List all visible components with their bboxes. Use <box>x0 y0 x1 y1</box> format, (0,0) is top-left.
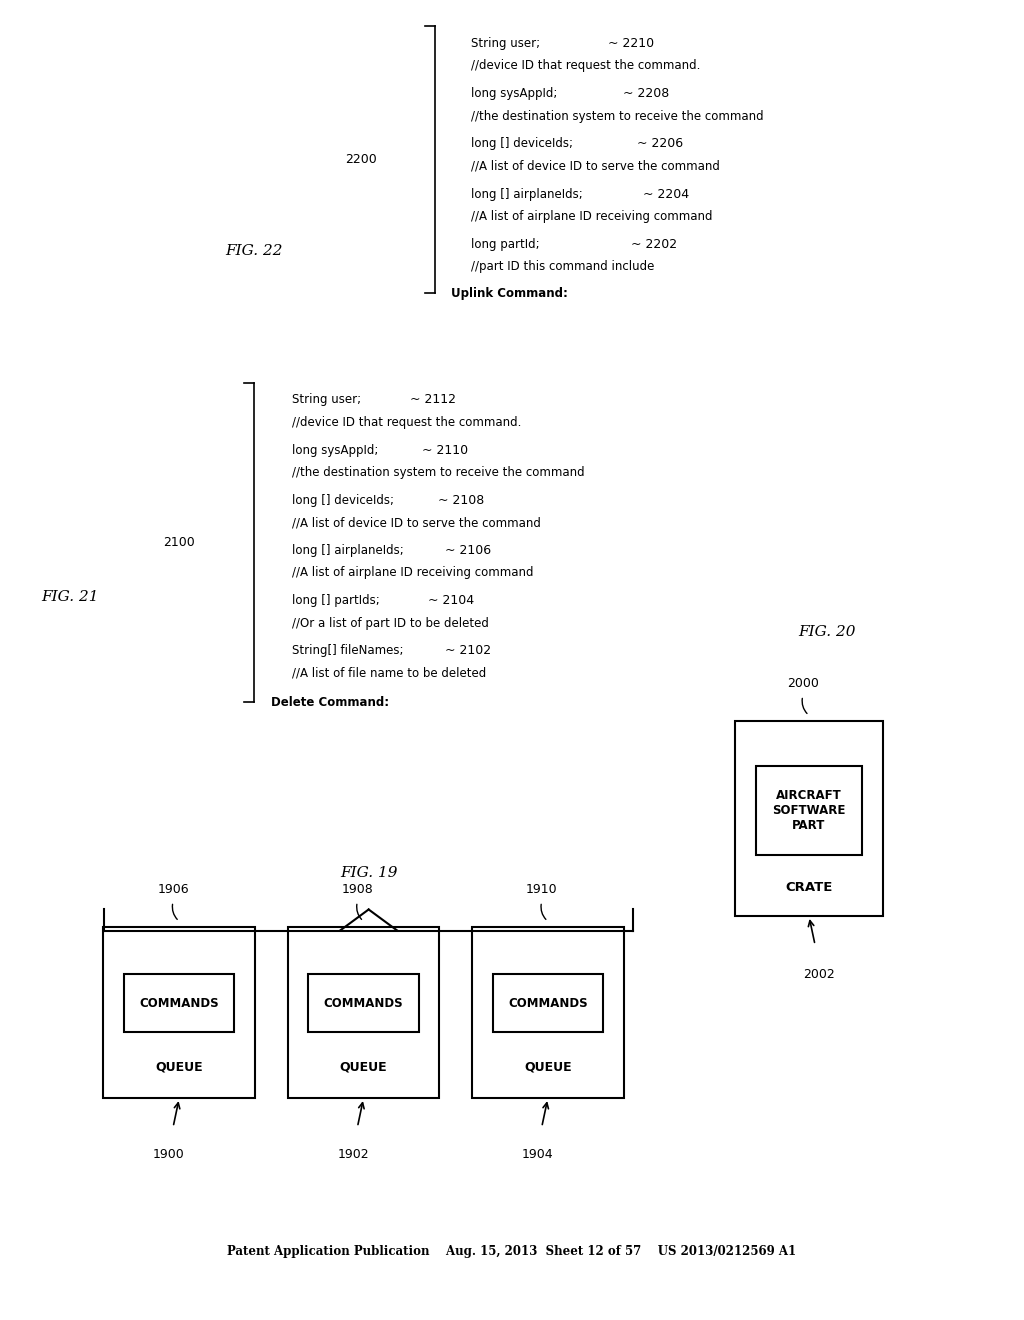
FancyBboxPatch shape <box>288 927 439 1098</box>
Text: COMMANDS: COMMANDS <box>508 997 588 1010</box>
Text: long sysAppId;: long sysAppId; <box>471 87 557 100</box>
Text: ~ 2206: ~ 2206 <box>637 137 683 150</box>
Text: ~ 2102: ~ 2102 <box>445 644 492 657</box>
Text: QUEUE: QUEUE <box>156 1060 203 1073</box>
Text: //part ID this command include: //part ID this command include <box>471 260 654 273</box>
Text: 1904: 1904 <box>522 1148 553 1162</box>
Text: 1906: 1906 <box>158 883 188 896</box>
Text: ~ 2106: ~ 2106 <box>445 544 492 557</box>
Text: Delete Command:: Delete Command: <box>271 696 389 709</box>
Text: 2100: 2100 <box>163 536 195 549</box>
Text: String user;: String user; <box>471 37 541 50</box>
Text: //the destination system to receive the command: //the destination system to receive the … <box>292 466 585 479</box>
Text: ~ 2210: ~ 2210 <box>608 37 654 50</box>
FancyBboxPatch shape <box>472 927 624 1098</box>
Text: long partId;: long partId; <box>471 238 540 251</box>
Text: ~ 2108: ~ 2108 <box>438 494 484 507</box>
Text: AIRCRAFT
SOFTWARE
PART: AIRCRAFT SOFTWARE PART <box>772 789 846 832</box>
Text: FIG. 19: FIG. 19 <box>340 866 397 879</box>
Text: long [] airplaneIds;: long [] airplaneIds; <box>471 187 583 201</box>
Text: //A list of device ID to serve the command: //A list of device ID to serve the comma… <box>292 516 541 529</box>
Text: 2200: 2200 <box>345 153 377 166</box>
Text: CRATE: CRATE <box>785 880 833 894</box>
Text: COMMANDS: COMMANDS <box>324 997 403 1010</box>
Text: //device ID that request the command.: //device ID that request the command. <box>471 59 700 73</box>
FancyBboxPatch shape <box>103 927 255 1098</box>
Text: //Or a list of part ID to be deleted: //Or a list of part ID to be deleted <box>292 616 488 630</box>
FancyBboxPatch shape <box>493 974 603 1032</box>
Text: FIG. 22: FIG. 22 <box>225 244 283 257</box>
Text: long [] airplaneIds;: long [] airplaneIds; <box>292 544 403 557</box>
Text: 1900: 1900 <box>153 1148 185 1162</box>
Text: 1908: 1908 <box>341 883 374 896</box>
Text: 2002: 2002 <box>803 968 836 981</box>
Text: long [] deviceIds;: long [] deviceIds; <box>292 494 394 507</box>
Text: FIG. 20: FIG. 20 <box>799 626 856 639</box>
Text: long [] partIds;: long [] partIds; <box>292 594 380 607</box>
Text: FIG. 21: FIG. 21 <box>41 590 98 603</box>
Text: ~ 2104: ~ 2104 <box>428 594 474 607</box>
Text: ~ 2110: ~ 2110 <box>422 444 468 457</box>
FancyBboxPatch shape <box>756 766 862 855</box>
Text: 2000: 2000 <box>786 677 819 690</box>
Text: 1910: 1910 <box>526 883 557 896</box>
Text: COMMANDS: COMMANDS <box>139 997 219 1010</box>
Text: //A list of airplane ID receiving command: //A list of airplane ID receiving comman… <box>292 566 534 579</box>
Text: long [] deviceIds;: long [] deviceIds; <box>471 137 573 150</box>
FancyBboxPatch shape <box>308 974 419 1032</box>
Text: ~ 2202: ~ 2202 <box>631 238 677 251</box>
Text: Patent Application Publication    Aug. 15, 2013  Sheet 12 of 57    US 2013/02125: Patent Application Publication Aug. 15, … <box>227 1245 797 1258</box>
FancyBboxPatch shape <box>124 974 234 1032</box>
Text: ~ 2204: ~ 2204 <box>643 187 689 201</box>
Text: //A list of airplane ID receiving command: //A list of airplane ID receiving comman… <box>471 210 713 223</box>
Text: QUEUE: QUEUE <box>340 1060 387 1073</box>
Text: 1902: 1902 <box>338 1148 369 1162</box>
Text: String[] fileNames;: String[] fileNames; <box>292 644 403 657</box>
Text: //A list of file name to be deleted: //A list of file name to be deleted <box>292 667 486 680</box>
Text: Uplink Command:: Uplink Command: <box>451 286 567 300</box>
Text: QUEUE: QUEUE <box>524 1060 571 1073</box>
Text: //device ID that request the command.: //device ID that request the command. <box>292 416 521 429</box>
Text: //the destination system to receive the command: //the destination system to receive the … <box>471 110 764 123</box>
FancyBboxPatch shape <box>735 721 883 916</box>
Text: long sysAppId;: long sysAppId; <box>292 444 378 457</box>
Text: ~ 2208: ~ 2208 <box>623 87 669 100</box>
Text: //A list of device ID to serve the command: //A list of device ID to serve the comma… <box>471 160 720 173</box>
Text: ~ 2112: ~ 2112 <box>410 393 456 407</box>
Text: String user;: String user; <box>292 393 361 407</box>
